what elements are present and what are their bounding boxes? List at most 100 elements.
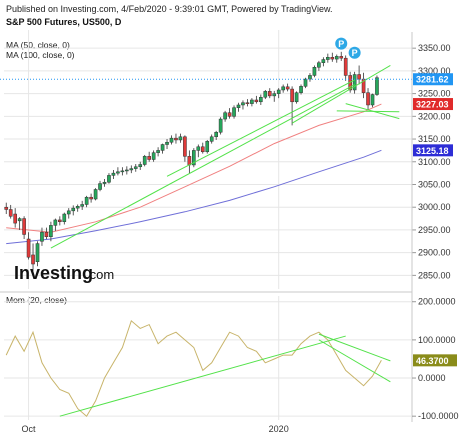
candle-body: [209, 136, 214, 142]
candle: [218, 117, 223, 135]
candle-body: [352, 74, 357, 91]
candle: [303, 77, 308, 89]
candle-body: [102, 181, 107, 184]
candle: [290, 86, 294, 126]
candle-body: [98, 183, 102, 190]
candle-body: [281, 86, 285, 91]
candle: [200, 142, 205, 154]
candle-body: [156, 150, 160, 153]
price-tag-text: 3227.03: [416, 100, 449, 110]
momentum-tag-box: [413, 354, 457, 367]
candle: [133, 164, 138, 172]
logo-suffix: .com: [86, 267, 114, 282]
price-trendline: [291, 65, 391, 124]
candle-body: [133, 166, 138, 169]
momentum-y-axis[interactable]: -100.0000 0.0000 100.0000 200.0000: [412, 297, 459, 421]
candle: [107, 173, 111, 184]
candle: [22, 216, 26, 240]
candle-body: [317, 62, 321, 68]
candle: [370, 93, 375, 108]
candle-body: [267, 91, 272, 97]
price-y-axis[interactable]: 2850.00 2900.00 2950.00 3000.00 3050.00 3100.…: [412, 43, 451, 280]
candle: [17, 217, 22, 230]
candle: [227, 108, 232, 119]
candle: [169, 135, 174, 145]
price-tag-box: [413, 144, 453, 157]
candle-body: [205, 141, 210, 153]
candle: [71, 205, 76, 216]
candle-body: [58, 219, 62, 223]
p-marker: P: [335, 37, 348, 50]
candle: [84, 195, 89, 208]
candle: [31, 243, 35, 271]
candle: [174, 133, 178, 144]
momentum-y-tick-label: -100.0000: [418, 411, 459, 421]
price-tag-ma100: 3125.18: [413, 144, 453, 157]
candle: [272, 90, 277, 102]
candle: [138, 161, 143, 170]
candle: [250, 98, 254, 107]
momentum-trendlines: [59, 333, 391, 417]
candle-body: [44, 231, 49, 237]
price-markers[interactable]: PP: [335, 37, 361, 59]
candle: [254, 95, 259, 104]
candle-body: [35, 243, 40, 262]
candle: [111, 169, 116, 180]
candle-body: [326, 57, 330, 60]
candle: [312, 65, 317, 78]
candle-body: [40, 231, 44, 242]
price-y-tick-label: 3300.00: [418, 66, 451, 76]
candle: [330, 52, 335, 62]
candle-body: [214, 131, 218, 138]
candle: [276, 88, 281, 99]
time-axis[interactable]: Oct 2020: [22, 424, 289, 434]
candle-body: [366, 92, 370, 106]
price-y-tick-label: 3150.00: [418, 134, 451, 144]
candle-body: [169, 137, 174, 143]
candle-body: [165, 141, 169, 145]
candle: [209, 134, 214, 144]
candle: [192, 148, 196, 168]
candle-body: [138, 164, 143, 168]
moving-averages: [6, 103, 382, 245]
price-tag-box: [413, 73, 453, 86]
momentum-y-tick-label: 100.0000: [418, 335, 456, 345]
candle-body: [187, 156, 192, 166]
candle-body: [192, 150, 196, 166]
candle-body: [147, 156, 151, 160]
candle-body: [223, 112, 227, 120]
momentum-tag-text: 46.3700: [416, 356, 449, 366]
price-tag-ma50: 3227.03: [413, 98, 453, 111]
candle: [160, 143, 165, 154]
ma50-line: [6, 103, 382, 233]
candle: [241, 100, 245, 110]
candle-body: [294, 92, 299, 103]
p-marker: P: [348, 46, 361, 59]
candle: [375, 75, 379, 96]
candle: [80, 200, 84, 210]
candle: [26, 232, 31, 260]
candle: [334, 54, 339, 63]
p-marker-badge: [348, 46, 361, 59]
candle: [75, 204, 80, 212]
candle: [245, 99, 250, 107]
candle: [205, 139, 210, 154]
candle-body: [160, 144, 165, 151]
chart-title: S&P 500 Futures, US500, D: [6, 17, 122, 27]
ma50-legend: MA (50, close, 0): [6, 40, 70, 50]
candle-body: [227, 112, 232, 117]
price-tag-box: [413, 98, 453, 111]
candle-body: [49, 225, 53, 237]
candle: [49, 221, 53, 242]
momentum-tag: 46.3700: [413, 354, 457, 367]
candle: [294, 91, 299, 104]
candle-body: [245, 102, 250, 104]
candle-body: [107, 175, 111, 183]
candle: [35, 241, 40, 267]
price-y-tick-label: 2850.00: [418, 270, 451, 280]
candle-body: [299, 86, 303, 93]
candle-body: [116, 171, 120, 174]
candle: [102, 179, 107, 187]
candle: [116, 167, 120, 176]
candle-body: [120, 170, 125, 173]
